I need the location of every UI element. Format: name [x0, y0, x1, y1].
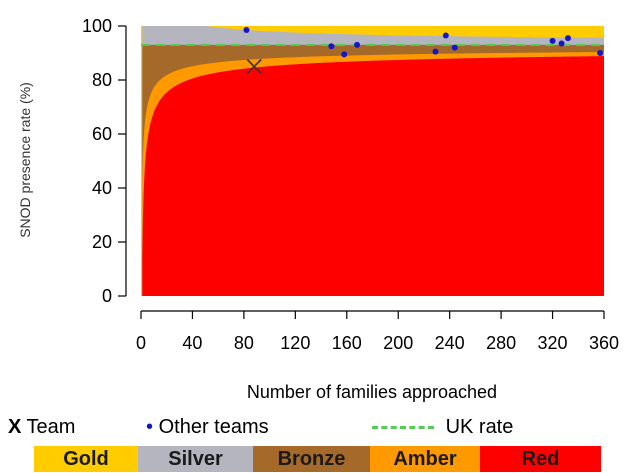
band-bronze: Bronze	[253, 446, 370, 472]
other-team-point	[451, 44, 458, 51]
band-area-red	[142, 56, 604, 297]
legend-team-label: Team	[26, 416, 76, 438]
y-tick-label: 20	[92, 232, 112, 252]
other-team-point	[597, 50, 604, 56]
x-tick-label: 40	[182, 333, 202, 353]
legend-other-teams-label: Other teams	[158, 416, 269, 438]
other-team-point	[564, 35, 571, 42]
other-team-point	[442, 32, 449, 39]
other-team-point	[558, 40, 565, 47]
x-tick-label: 280	[486, 333, 516, 353]
x-axis-title: Number of families approached	[247, 382, 497, 402]
team-marker	[246, 58, 262, 75]
legend-uk-rate: UK rate	[372, 416, 513, 438]
other-team-point	[354, 41, 361, 48]
axes: 0 20 40 60 80 100 0 40 80 120 160 200 240 280 320 360	[82, 16, 619, 353]
x-tick-label: 360	[589, 333, 619, 353]
y-tick-label: 60	[92, 124, 112, 144]
other-teams-points	[243, 27, 604, 58]
band-gold: Gold	[34, 446, 138, 472]
x-tick-label: 200	[383, 333, 413, 353]
band-legend: Gold Silver Bronze Amber Red	[34, 446, 601, 472]
funnel-plot: 0 20 40 60 80 100 0 40 80 120 160 200 240 280 320 360 N…	[17, 16, 619, 402]
x-tick-label: 0	[136, 333, 146, 353]
y-tick-label: 0	[102, 286, 112, 306]
x-tick-label: 320	[538, 333, 568, 353]
x-tick-label: 160	[332, 333, 362, 353]
band-silver: Silver	[138, 446, 253, 472]
other-team-point	[432, 48, 439, 55]
y-tick-label: 40	[92, 178, 112, 198]
control-limit-bands	[141, 26, 604, 297]
other-team-point	[328, 43, 335, 50]
dashed-line-icon	[372, 426, 434, 430]
x-tick-label: 80	[234, 333, 254, 353]
legend-uk-rate-label: UK rate	[445, 416, 514, 438]
other-team-point	[243, 27, 250, 34]
y-axis-title: SNOD presence rate (%)	[17, 82, 33, 238]
team-marker-glyph: X	[8, 416, 22, 438]
band-amber: Amber	[370, 446, 480, 472]
y-tick-label: 80	[92, 70, 112, 90]
y-tick-label: 100	[82, 16, 112, 36]
legend: X Team • Other teams UK rate	[8, 416, 623, 438]
other-team-point	[341, 51, 348, 58]
team-marker-stroke	[246, 58, 262, 75]
other-team-point	[549, 37, 556, 44]
x-tick-label: 120	[280, 333, 310, 353]
band-red: Red	[480, 446, 601, 472]
legend-team: X Team	[8, 416, 75, 438]
dot-icon: •	[146, 416, 154, 438]
legend-other-teams: • Other teams	[146, 416, 269, 438]
x-tick-label: 240	[435, 333, 465, 353]
